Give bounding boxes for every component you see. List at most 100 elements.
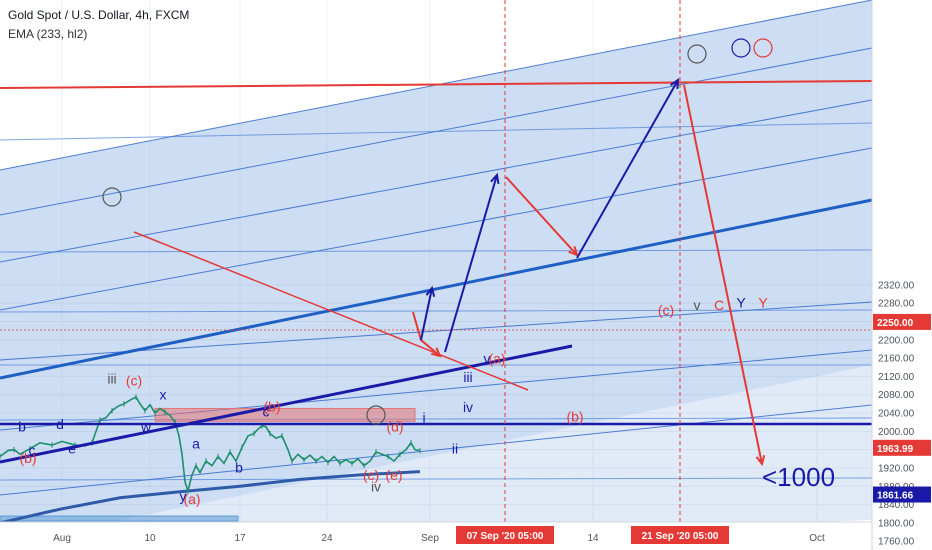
y-tick-label: 1920.00 (878, 463, 915, 474)
wave-label: y (180, 488, 187, 504)
horizontal-level-line (0, 249, 873, 253)
wave-label: b (235, 460, 243, 476)
y-tick-label: 2160.00 (878, 354, 915, 365)
indicator-label: EMA (233, hl2) (8, 27, 88, 41)
wave-label: (b) (19, 450, 36, 466)
y-tick-label: 2200.00 (878, 335, 915, 346)
wave-label: C (714, 297, 724, 313)
date-tag-box (631, 526, 729, 544)
channel-fill-lower (0, 365, 872, 550)
horizontal-level-line (0, 309, 873, 313)
wave-label: e (68, 440, 76, 456)
wave-label: d (56, 416, 64, 432)
wave-label: iii (107, 371, 116, 387)
wave-label: (c) (658, 302, 674, 318)
x-tick-label: Sep (421, 533, 439, 544)
x-tick-label: 10 (144, 533, 156, 544)
wave-label: iii (463, 369, 472, 385)
wave-label: (d) (386, 418, 403, 434)
price-tag-box (873, 486, 931, 503)
forecast-arrow-ii-head (431, 347, 442, 358)
wave-label: (b) (263, 399, 280, 415)
y-tick-label: 2040.00 (878, 409, 915, 420)
forecast-arrow-down (683, 84, 763, 465)
wave-label: v (484, 351, 491, 367)
wave-label: v (694, 297, 701, 313)
wave-label: (c) (126, 373, 142, 389)
wave-label: (b) (566, 408, 583, 424)
forecast-arrow-c-head (670, 78, 680, 90)
y-tick-label: 2000.00 (878, 427, 915, 438)
forecast-arrow-c (576, 79, 679, 259)
wave-label: iv (463, 399, 473, 415)
channel-line (0, 147, 873, 311)
x-tick-label: Oct (809, 533, 825, 544)
horizontal-level-line (0, 417, 873, 421)
wave-label: c (263, 404, 270, 420)
forecast-arrow-iii-head (490, 172, 500, 185)
price-tag-box (873, 313, 931, 330)
wave-label: (a) (183, 491, 200, 507)
forecast-arrow-down-head (755, 455, 766, 467)
wave-label: c (29, 442, 36, 458)
chart-title: Gold Spot / U.S. Dollar, 4h, FXCM (8, 8, 190, 22)
forecast-arrow-i-head (425, 285, 436, 297)
wave-label: (e) (385, 467, 402, 483)
y-tick-label: 2320.00 (878, 280, 915, 291)
price-tag-label: 1963.99 (877, 444, 914, 455)
y-tick-label: 2080.00 (878, 390, 915, 401)
date-tag-label: 21 Sep '20 05:00 (642, 531, 719, 542)
pink-supply-zone (154, 407, 416, 422)
wave-label: (c) (363, 467, 379, 483)
price-tag-label: 2250.00 (877, 318, 914, 329)
wave-label: Y (758, 294, 768, 310)
date-tag-box (456, 526, 554, 544)
x-tick-label: Aug (53, 533, 71, 544)
wave-label: Y (736, 294, 746, 310)
target-annotation: <1000 (762, 462, 835, 492)
wave-circle-marker (731, 38, 751, 58)
wave-circle-marker (753, 38, 773, 58)
wave-label: b (18, 418, 26, 434)
y-tick-label: 2280.00 (878, 299, 915, 310)
forecast-arrow-b (505, 176, 578, 256)
y-tick-label: 1800.00 (878, 518, 915, 529)
wave-label: w (140, 418, 152, 434)
x-tick-label: 24 (321, 533, 333, 544)
date-tag-label: 07 Sep '20 05:00 (467, 531, 544, 542)
wave-label: (a) (488, 351, 505, 367)
forecast-arrow-b-head (568, 246, 579, 257)
downtrend-line (133, 231, 529, 391)
wave-circle-marker (366, 405, 386, 425)
midline-thick (0, 198, 873, 380)
wave-label: a (192, 436, 200, 452)
horizontal-level-line (0, 122, 873, 141)
ema-line (0, 470, 421, 525)
channel-line (0, 301, 873, 361)
blue-zone (0, 515, 239, 522)
wave-label: i (422, 410, 425, 426)
forecast-arrow-iii (444, 174, 498, 353)
price-tag-label: 1861.66 (877, 491, 914, 502)
y-tick-label: 1760.00 (878, 537, 915, 548)
horizontal-level-line (0, 477, 873, 481)
x-tick-label: 17 (234, 533, 246, 544)
channel-line (0, 99, 873, 263)
forecast-arrow-i (420, 287, 433, 341)
channel-line (0, 349, 873, 431)
wave-label: x (160, 386, 167, 402)
lower-trend-line (0, 344, 573, 464)
y-tick-label: 2120.00 (878, 372, 915, 383)
wave-label: ii (452, 440, 458, 456)
price-tag-box (873, 439, 931, 456)
resistance-line (0, 80, 873, 89)
wave-label: iv (371, 478, 381, 494)
x-tick-label: 14 (587, 533, 599, 544)
y-tick-label: 1840.00 (878, 500, 915, 511)
price-axis-bg (872, 0, 932, 550)
wave-circle-marker (687, 44, 707, 64)
wave-circle-marker (102, 187, 122, 207)
